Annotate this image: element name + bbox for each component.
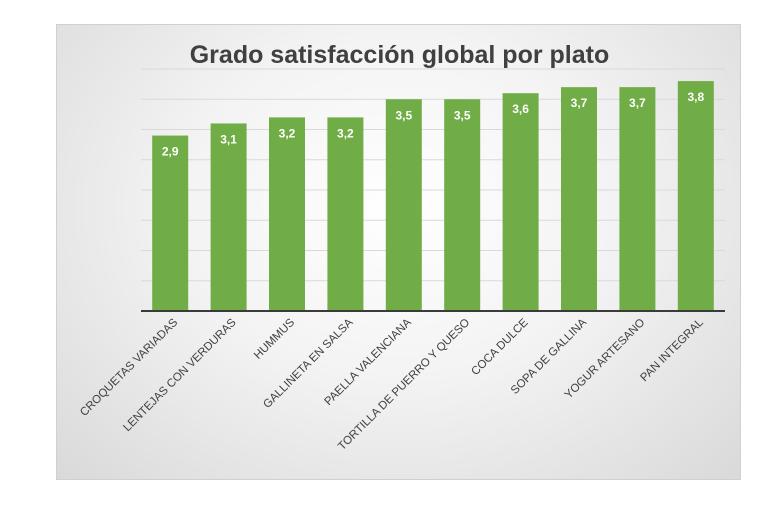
data-label: 3,6 [512, 102, 529, 116]
category-label: COCA DULCE [469, 316, 531, 378]
data-label: 3,2 [279, 126, 296, 140]
category-label: HUMMUS [252, 316, 297, 361]
bar [444, 99, 481, 311]
bar [210, 123, 247, 311]
category-label: CROQUETAS VARIADAS [78, 316, 180, 418]
bar [619, 87, 656, 312]
bar [385, 99, 422, 311]
bar-chart: 2,9 CROQUETAS VARIADAS 3,1 LENTEJAS CON VER… [78, 68, 725, 453]
bar [152, 135, 189, 311]
bar [269, 117, 305, 312]
data-label: 3,7 [629, 96, 646, 110]
category-label: PAN INTEGRAL [638, 316, 706, 384]
data-label: 3,7 [571, 96, 588, 110]
bar [561, 87, 597, 312]
chart-area: Grado satisfacción global por plato 2,9 C… [56, 24, 741, 480]
data-label: 3,5 [395, 108, 412, 122]
bar [327, 117, 364, 312]
data-label: 3,5 [454, 108, 471, 122]
category-label: LENTEJAS CON VERDURAS [121, 316, 239, 434]
category-label: TORTILLA DE PUERRO Y QUESO [336, 317, 472, 453]
data-label: 2,9 [162, 145, 179, 159]
data-label: 3,2 [337, 126, 354, 140]
bar [502, 93, 539, 311]
chart-title: Grado satisfacción global por plato [189, 41, 610, 69]
bar [677, 81, 714, 311]
data-label: 3,8 [687, 90, 704, 104]
data-label: 3,1 [220, 132, 237, 146]
